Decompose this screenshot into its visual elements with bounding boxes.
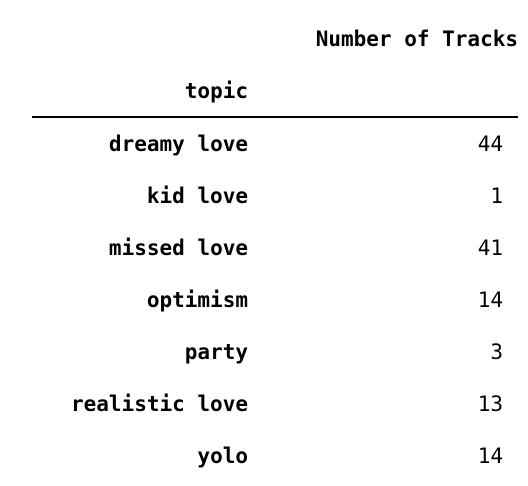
table-row: party 3	[32, 326, 518, 378]
row-value: 14	[477, 444, 503, 468]
table-row: missed love 41	[32, 222, 518, 274]
column-header-number-of-tracks: Number of Tracks	[315, 27, 518, 51]
table-row: realistic love 13	[32, 378, 518, 430]
row-label: optimism	[146, 288, 248, 312]
row-value: 3	[490, 340, 503, 364]
index-name-header: topic	[184, 79, 248, 103]
row-label: dreamy love	[108, 132, 248, 156]
row-label: party	[184, 340, 248, 364]
header-divider	[32, 116, 518, 118]
table-row: dreamy love 44	[32, 118, 518, 170]
row-label: yolo	[197, 444, 248, 468]
row-value: 13	[477, 392, 503, 416]
table-row: yolo 14	[32, 430, 518, 482]
row-label: kid love	[146, 184, 248, 208]
row-label: realistic love	[70, 392, 248, 416]
row-value: 44	[477, 132, 503, 156]
table-body: dreamy love 44 kid love 1 missed love 41…	[32, 118, 518, 482]
row-value: 14	[477, 288, 503, 312]
table-row: optimism 14	[32, 274, 518, 326]
table-row: kid love 1	[32, 170, 518, 222]
row-value: 1	[490, 184, 503, 208]
row-label: missed love	[108, 236, 248, 260]
row-value: 41	[477, 236, 503, 260]
